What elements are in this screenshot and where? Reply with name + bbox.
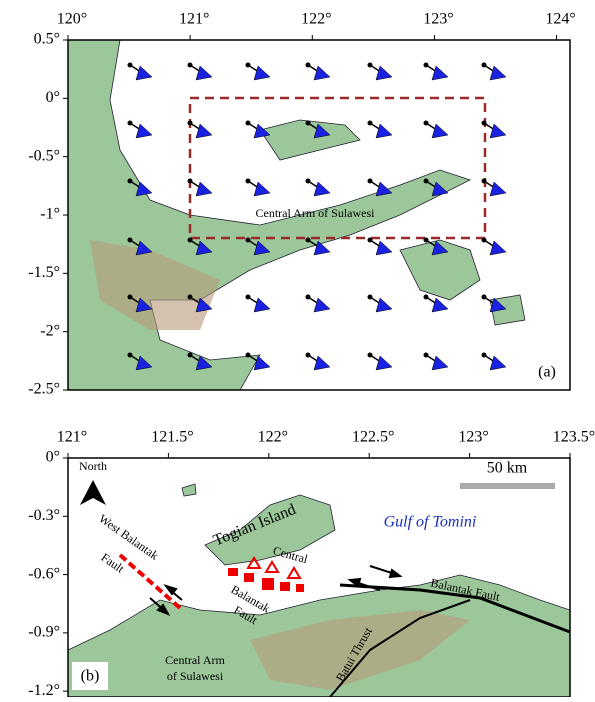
y-tick-label: -0.5° bbox=[28, 147, 60, 164]
y-tick-label: -1.5° bbox=[28, 264, 60, 281]
y-tick-label: 0° bbox=[46, 449, 60, 466]
x-tick-label: 122° bbox=[301, 11, 331, 28]
station bbox=[424, 353, 429, 358]
station bbox=[306, 295, 311, 300]
gulf-label: Gulf of Tomini bbox=[384, 514, 477, 531]
scale-label: 50 km bbox=[487, 460, 528, 477]
annotation: Central Arm of Sulawesi bbox=[256, 206, 376, 220]
x-tick-label: 120° bbox=[57, 11, 87, 28]
x-tick-label: 121° bbox=[179, 11, 209, 28]
station bbox=[368, 238, 373, 243]
x-tick-label: 122.5° bbox=[352, 429, 394, 446]
station bbox=[306, 179, 311, 184]
station bbox=[306, 121, 311, 126]
station bbox=[128, 121, 133, 126]
scale-bar bbox=[460, 483, 555, 489]
station bbox=[482, 353, 487, 358]
station bbox=[188, 121, 193, 126]
y-tick-label: -2.5° bbox=[28, 381, 60, 398]
station bbox=[128, 63, 133, 68]
x-tick-label: 123° bbox=[423, 11, 453, 28]
station bbox=[482, 121, 487, 126]
y-tick-label: -1° bbox=[40, 206, 60, 223]
station bbox=[482, 179, 487, 184]
station bbox=[306, 238, 311, 243]
station bbox=[368, 295, 373, 300]
panel-a: Central Arm of Sulawesi (a) bbox=[68, 40, 570, 390]
station bbox=[128, 238, 133, 243]
station bbox=[128, 295, 133, 300]
station bbox=[246, 238, 251, 243]
station bbox=[424, 63, 429, 68]
x-tick-label: 124° bbox=[545, 11, 575, 28]
y-tick-label: -2° bbox=[40, 322, 60, 339]
y-tick-label: -0.3° bbox=[28, 507, 60, 524]
station bbox=[246, 295, 251, 300]
figure: Central Arm of Sulawesi (a) North 50 bbox=[0, 0, 595, 697]
station bbox=[482, 63, 487, 68]
y-tick-label: -1.2° bbox=[28, 682, 60, 697]
region-label: Central Arm bbox=[165, 653, 225, 667]
y-tick-label: 0° bbox=[46, 89, 60, 106]
y-tick-label: -0.6° bbox=[28, 565, 60, 582]
station bbox=[188, 63, 193, 68]
panel-b: North 50 km Togian Island Gulf of Tomini… bbox=[68, 458, 570, 697]
station bbox=[424, 179, 429, 184]
x-tick-label: 121° bbox=[57, 429, 87, 446]
station bbox=[128, 353, 133, 358]
region-label: of Sulawesi bbox=[167, 669, 224, 683]
station bbox=[246, 353, 251, 358]
panel-label: (b) bbox=[81, 668, 100, 685]
station bbox=[188, 179, 193, 184]
station bbox=[368, 121, 373, 126]
station bbox=[368, 63, 373, 68]
y-tick-label: -0.9° bbox=[28, 624, 60, 641]
panel-label: (a) bbox=[538, 364, 556, 381]
station bbox=[482, 238, 487, 243]
station bbox=[368, 179, 373, 184]
x-tick-label: 121.5° bbox=[151, 429, 193, 446]
station bbox=[188, 295, 193, 300]
station bbox=[306, 353, 311, 358]
station bbox=[128, 179, 133, 184]
station bbox=[246, 63, 251, 68]
station bbox=[188, 353, 193, 358]
north-label: North bbox=[79, 459, 107, 473]
station bbox=[246, 179, 251, 184]
x-tick-label: 123.5° bbox=[553, 429, 595, 446]
x-tick-label: 123° bbox=[458, 429, 488, 446]
x-tick-label: 122° bbox=[258, 429, 288, 446]
station bbox=[306, 63, 311, 68]
station bbox=[424, 295, 429, 300]
station bbox=[424, 238, 429, 243]
station bbox=[482, 295, 487, 300]
station bbox=[188, 238, 193, 243]
y-tick-label: 0.5° bbox=[34, 31, 60, 48]
station bbox=[424, 121, 429, 126]
station bbox=[246, 121, 251, 126]
station bbox=[368, 353, 373, 358]
